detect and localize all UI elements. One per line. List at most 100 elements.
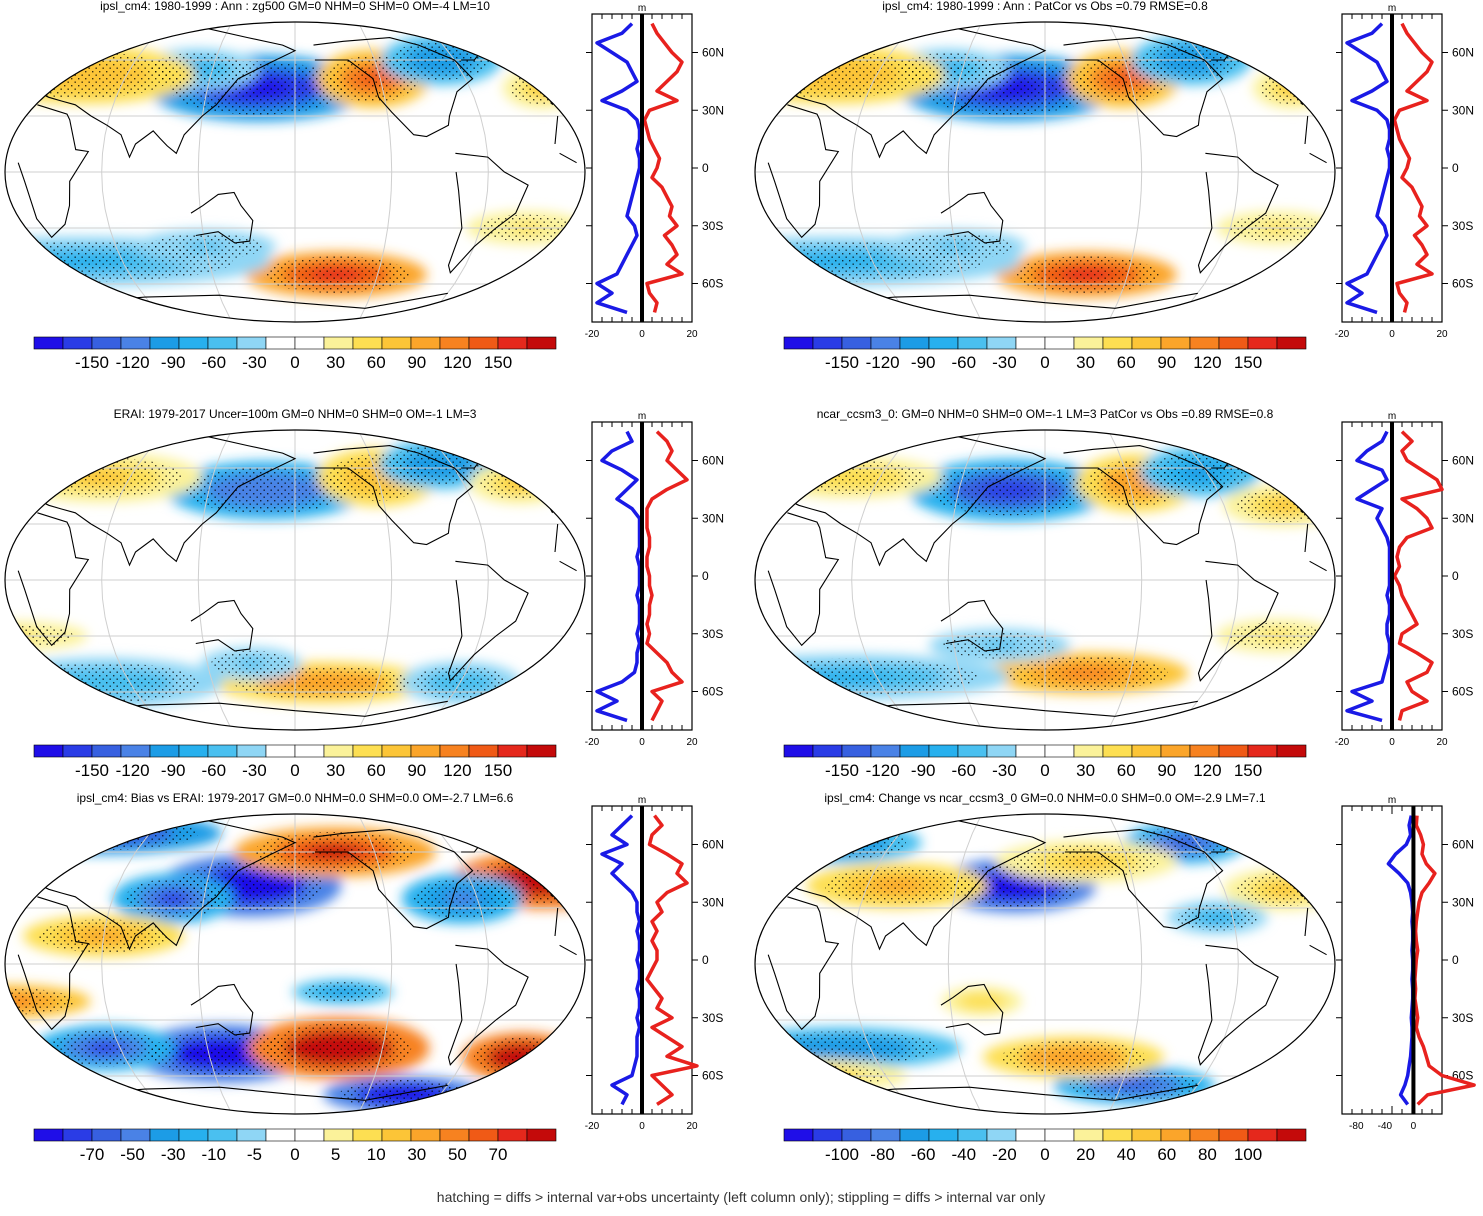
coastline-namerica	[1063, 37, 1224, 138]
latitude-label: 60S	[702, 277, 723, 291]
colorbar-box	[265, 744, 296, 758]
map-body	[755, 22, 1335, 322]
colorbar-box	[1218, 744, 1249, 758]
colorbar-box	[91, 744, 122, 758]
colorbar-box	[1015, 336, 1046, 350]
latitude-label: 60N	[702, 838, 724, 852]
colorbar-label: 30	[326, 353, 345, 372]
colorbar-label: 0	[1040, 761, 1049, 780]
colorbar: -150 -120 -90 -60 -30 0 30 60 90 120 150	[33, 336, 557, 372]
coastline-namerica	[313, 445, 474, 546]
zonal-profile: m -20 0 20 60N 30N 0 30S 60S	[585, 795, 724, 1132]
latitude-label: 0	[1452, 161, 1459, 175]
coastline-samerica	[447, 560, 529, 682]
colorbar-label: 50	[448, 1145, 467, 1164]
colorbar-box	[352, 1128, 383, 1142]
colorbar-label: 60	[1157, 1145, 1176, 1164]
profile-tick-label: 0	[639, 1121, 645, 1132]
colorbar-label: 120	[1193, 761, 1221, 780]
colorbar-box	[468, 1128, 499, 1142]
colorbar-label: -30	[992, 761, 1017, 780]
latitude-label: 30N	[702, 103, 724, 117]
colorbar-label: 40	[1117, 1145, 1136, 1164]
anomaly-center	[970, 997, 993, 1006]
stippling	[1000, 1040, 1146, 1074]
colorbar-box	[439, 744, 470, 758]
profile-negative-line	[600, 814, 642, 1106]
zonal-profile: m -20 0 20 60N 30N 0 30S 60S	[585, 411, 724, 748]
colorbar-box	[899, 1128, 930, 1142]
profile-positive-line	[645, 814, 699, 1106]
colorbar-label: -30	[161, 1145, 186, 1164]
latitude-label: 60N	[1452, 454, 1474, 468]
coastline-samerica	[447, 944, 529, 1066]
latitude-label: 30N	[702, 511, 724, 525]
colorbar-box	[783, 1128, 814, 1142]
colorbar-box	[294, 1128, 325, 1142]
colorbar-box	[294, 744, 325, 758]
latitude-label: 30S	[1452, 1011, 1473, 1025]
zonal-profile: m -20 0 20 60N 30N 0 30S 60S	[1335, 3, 1474, 340]
panel-1: ipsl_cm4: 1980-1999 : Ann : zg500 GM=0 N…	[4, 0, 724, 372]
coastline-namerica	[313, 37, 474, 138]
profile-positive-line	[1392, 430, 1444, 721]
stippling	[824, 867, 970, 904]
latitude-label: 30S	[702, 1011, 723, 1025]
colorbar-label: -90	[911, 761, 936, 780]
figure-footer: hatching = diffs > internal var+obs unce…	[437, 1189, 1045, 1205]
colorbar-label: 150	[484, 353, 512, 372]
colorbar: -150 -120 -90 -60 -30 0 30 60 90 120 150	[783, 744, 1307, 780]
colorbar: -70 -50 -30 -10 -5 0 5 10 30 50 70	[33, 1128, 557, 1164]
latitude-label: 0	[702, 161, 709, 175]
profile-tick-label: 0	[1389, 737, 1395, 748]
colorbar-box	[439, 336, 470, 350]
profile-positive-line	[1413, 815, 1476, 1106]
colorbar-label: -30	[992, 353, 1017, 372]
colorbar-box	[1044, 1128, 1075, 1142]
colorbar-label: -60	[202, 353, 227, 372]
colorbar-box	[957, 1128, 988, 1142]
stippling	[776, 826, 906, 860]
colorbar-box	[1247, 744, 1278, 758]
latitude-label: 30S	[702, 219, 723, 233]
latitude-label: 0	[702, 569, 709, 583]
panel-4: ncar_ccsm3_0: GM=0 NHM=0 SHM=0 OM=-1 LM=…	[754, 407, 1474, 780]
colorbar-box	[62, 1128, 93, 1142]
colorbar-box	[1276, 1128, 1307, 1142]
colorbar-box	[1131, 1128, 1162, 1142]
stippling	[1235, 872, 1333, 906]
colorbar-label: 0	[290, 761, 299, 780]
profile-tick-label: -20	[1335, 737, 1350, 748]
latitude-label: 60N	[1452, 838, 1474, 852]
colorbar-label: -90	[161, 353, 186, 372]
stippling	[185, 467, 347, 514]
map-body	[755, 814, 1335, 1114]
colorbar-box	[323, 1128, 354, 1142]
stippling	[942, 632, 1056, 659]
stippling	[5, 51, 173, 99]
stippling	[150, 52, 247, 86]
colorbar-box	[1102, 336, 1133, 350]
colorbar-box	[899, 744, 930, 758]
colorbar-label: 60	[1117, 761, 1136, 780]
coastline-africa	[767, 512, 1327, 647]
colorbar-box	[870, 336, 901, 350]
stippling	[21, 457, 183, 498]
colorbar-box	[957, 744, 988, 758]
colorbar-box	[812, 744, 843, 758]
colorbar-box	[381, 336, 412, 350]
colorbar-box	[352, 336, 383, 350]
colorbar-box	[1073, 336, 1104, 350]
latitude-label: 30S	[1452, 219, 1473, 233]
anomaly-center	[777, 1071, 835, 1081]
coastline-namerica	[1063, 829, 1224, 930]
stippling	[1013, 256, 1159, 293]
coastline-australia	[190, 191, 254, 244]
colorbar-label: 0	[290, 353, 299, 372]
colorbar-box	[1044, 744, 1075, 758]
stippling	[479, 466, 560, 500]
map-body	[755, 430, 1335, 730]
profile-frame	[1341, 805, 1443, 1115]
stippling	[1151, 451, 1249, 492]
colorbar-label: 30	[1076, 761, 1095, 780]
